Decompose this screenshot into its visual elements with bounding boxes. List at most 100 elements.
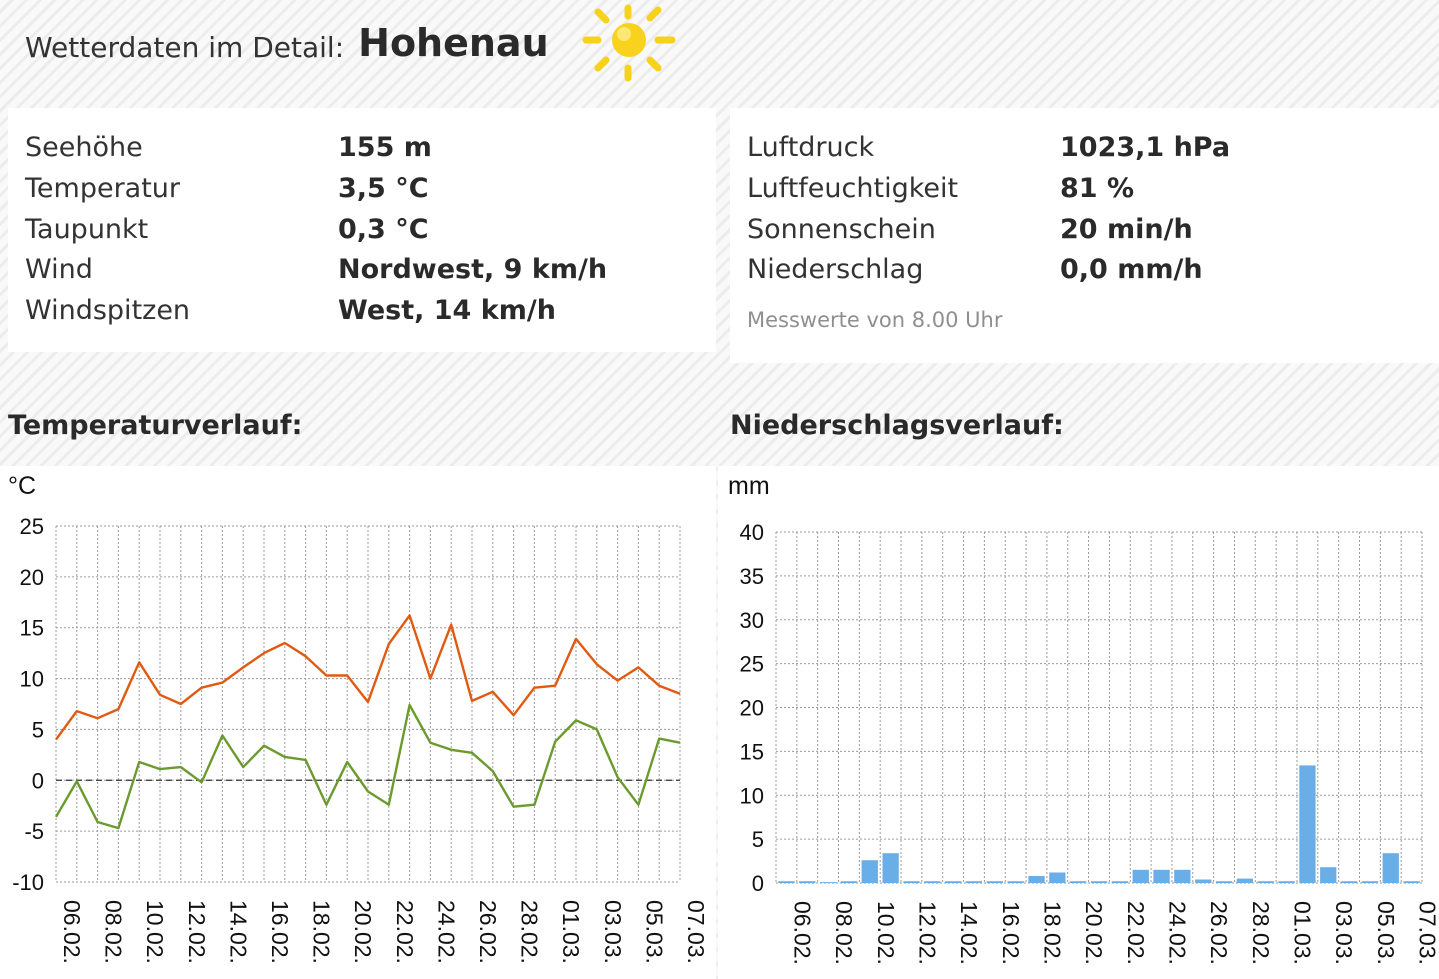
y-tick-label: 25	[20, 514, 44, 539]
precipitation-bar	[778, 881, 795, 883]
x-tick-label: 05.03.	[641, 900, 667, 964]
precipitation-chart-area: mm 40 35 30 25 20 15 10 5 0 06.02. 08.02. 10.02. 12.0…	[718, 466, 1439, 979]
x-tick-label: 12.02.	[184, 900, 210, 964]
x-tick-label: 06.02.	[59, 900, 85, 964]
detail-left-value: Nordwest, 9 km/h	[338, 254, 608, 286]
x-tick-label: 16.02.	[998, 901, 1024, 965]
detail-right-label: Luftfeuchtigkeit	[747, 172, 959, 204]
x-tick-label: 28.02.	[1248, 901, 1274, 965]
x-tick-label: 01.03.	[558, 900, 584, 964]
weather-details-left: Seehöhe 155 m Temperatur 3,5 °C Taupunkt 0,3 …	[8, 108, 716, 352]
precipitation-bar	[1174, 869, 1191, 883]
min-temperature-line	[54, 703, 681, 830]
measurement-note: Messwerte von 8.00 Uhr	[747, 308, 1003, 332]
y-tick-label: 10	[740, 783, 764, 808]
x-tick-label: 18.02.	[1039, 901, 1065, 965]
y-tick-label: 40	[740, 520, 764, 545]
x-tick-label: 22.02.	[392, 900, 418, 964]
detail-left-label: Windspitzen	[25, 295, 191, 327]
temperature-chart: °C 25 20 15 10 5 0 -5 -10 06.02. 08.02. 10.02. 12.02…	[8, 472, 709, 964]
x-tick-label: 26.02.	[1206, 901, 1232, 965]
y-tick-label: 5	[32, 717, 44, 742]
max-temperature-line	[55, 614, 681, 741]
precipitation-bar	[903, 881, 920, 883]
page-header: Wetterdaten im Detail: Hohenau	[25, 8, 549, 78]
detail-left-value: 0,3 °C	[338, 213, 429, 245]
x-tick-label: 14.02.	[225, 900, 251, 964]
detail-left-label: Temperatur	[25, 172, 181, 204]
precipitation-bar	[1215, 881, 1233, 883]
temperature-section-title: Temperaturverlauf:	[8, 410, 303, 441]
detail-right-value: 1023,1 hPa	[1060, 132, 1231, 163]
x-tick-label: 24.02.	[433, 900, 459, 964]
precipitation-chart: mm 40 35 30 25 20 15 10 5 0 06.02. 08.02. 10.02. 12.0…	[728, 472, 1439, 965]
precipitation-bar	[945, 881, 962, 883]
y-tick-label: 20	[740, 696, 764, 721]
precipitation-bar	[965, 881, 983, 883]
precipitation-bar	[882, 853, 899, 883]
city-name: Hohenau	[358, 21, 549, 65]
x-tick-label: 08.02.	[831, 901, 857, 965]
x-tick-label: 08.02.	[101, 900, 127, 964]
detail-right-value: 81 %	[1060, 172, 1135, 204]
detail-left-label: Taupunkt	[25, 213, 149, 245]
y-tick-label: 0	[32, 768, 44, 793]
y-tick-label: 25	[740, 652, 764, 677]
precipitation-section-title: Niederschlagsverlauf:	[730, 410, 1064, 441]
y-tick-label: 30	[740, 608, 764, 633]
precipitation-bar	[1236, 878, 1253, 883]
y-axis-unit: mm	[728, 472, 770, 500]
precipitation-bar	[1403, 881, 1420, 883]
temperature-chart-area: °C 25 20 15 10 5 0 -5 -10 06.02. 08.02. 10.02. 12.02…	[0, 466, 716, 979]
precipitation-bar	[924, 881, 941, 883]
x-tick-label: 10.02.	[142, 900, 168, 964]
precipitation-bar	[1195, 879, 1212, 883]
y-tick-label: 15	[740, 739, 764, 764]
y-tick-label: 10	[20, 667, 44, 692]
precipitation-bar	[1320, 867, 1337, 883]
y-tick-label: -5	[24, 819, 44, 844]
header-lead: Wetterdaten im Detail:	[25, 30, 345, 64]
precipitation-bar	[1340, 881, 1358, 883]
y-tick-label: 5	[752, 827, 764, 852]
x-tick-label: 05.03.	[1373, 901, 1399, 965]
precipitation-bar	[986, 881, 1003, 883]
detail-left-value: 3,5 °C	[338, 172, 429, 204]
x-tick-label: 18.02.	[309, 900, 335, 964]
precipitation-bar	[1007, 881, 1024, 883]
detail-right-label: Sonnenschein	[747, 213, 936, 245]
precipitation-bar	[840, 881, 858, 883]
x-tick-label: 22.02.	[1123, 901, 1149, 965]
x-tick-label: 20.02.	[350, 900, 376, 964]
precipitation-bar	[1299, 765, 1316, 883]
detail-right-value: 20 min/h	[1060, 213, 1193, 245]
detail-right-label: Luftdruck	[747, 132, 875, 163]
sun-icon	[582, 4, 676, 82]
precipitation-bar	[1382, 853, 1399, 883]
precipitation-bar	[1278, 881, 1295, 883]
x-tick-label: 03.03.	[1331, 901, 1357, 965]
x-tick-label: 12.02.	[914, 901, 940, 965]
y-axis-unit: °C	[8, 472, 36, 500]
precipitation-bar	[1361, 881, 1379, 883]
precipitation-bar	[861, 860, 878, 883]
x-tick-label: 28.02.	[517, 900, 543, 964]
x-tick-label: 26.02.	[475, 900, 501, 964]
weather-details-right: Messwerte von 8.00 Uhr Luftdruck 1023,1 h…	[730, 108, 1439, 363]
detail-right-label: Niederschlag	[747, 254, 924, 286]
x-tick-label: 01.03.	[1290, 901, 1316, 965]
y-tick-label: 0	[752, 871, 764, 896]
x-tick-label: 14.02.	[956, 901, 982, 965]
precipitation-bar	[1049, 872, 1066, 883]
y-tick-label: 20	[20, 565, 44, 590]
x-tick-label: 07.03.	[1415, 901, 1439, 965]
x-tick-label: 07.03.	[683, 900, 709, 964]
precipitation-bar	[799, 881, 816, 883]
detail-right-value: 0,0 mm/h	[1060, 254, 1203, 286]
precipitation-bar	[1070, 881, 1087, 883]
x-tick-label: 03.03.	[600, 900, 626, 964]
precipitation-bar	[1257, 881, 1274, 883]
precipitation-bar	[1132, 869, 1149, 883]
x-tick-label: 06.02.	[789, 901, 815, 965]
precipitation-bar	[820, 882, 837, 883]
